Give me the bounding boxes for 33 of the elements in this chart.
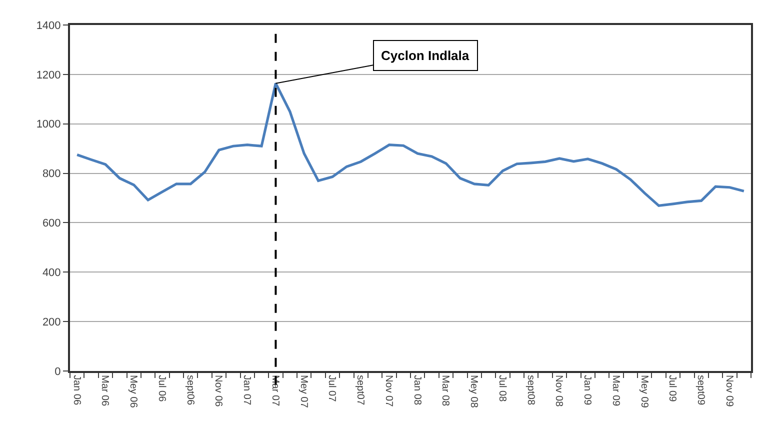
- x-tick-label: Jan 09: [582, 375, 593, 406]
- x-tick-label: Mey 09: [638, 375, 650, 408]
- y-tick-label: 0: [54, 366, 61, 378]
- x-tick-label: Jan 06: [70, 375, 82, 406]
- x-tick-label: Jul 09: [666, 375, 678, 402]
- y-tick-label: 200: [42, 316, 61, 328]
- x-tick-label: sept09: [695, 375, 706, 406]
- x-tick-label: Nov 07: [382, 375, 394, 408]
- x-tick-label: Mar 08: [440, 375, 451, 407]
- x-tick-label: Mar 06: [99, 375, 110, 407]
- x-tick-label: Mey 06: [128, 375, 139, 408]
- x-tick-label: Nov 08: [553, 375, 564, 408]
- y-tick-label: 400: [42, 266, 61, 279]
- x-tick-label: Jul 08: [496, 375, 508, 402]
- line-series: [76, 82, 746, 207]
- x-tick-label: Mar 09: [610, 375, 621, 407]
- x-tick-label: Jan 08: [411, 375, 422, 406]
- x-tick-label: Nov 09: [723, 375, 734, 408]
- annotation: Cyclon Indlala: [381, 48, 470, 63]
- x-tick-label: sept06: [184, 375, 196, 406]
- x-tick-label: Mey 07: [298, 375, 309, 408]
- x-tick-label: Mey 08: [468, 375, 480, 408]
- x-tick-label: Jul 06: [156, 375, 167, 402]
- x-tick-label: Jul 07: [326, 375, 338, 402]
- x-tick-label: sept08: [524, 375, 536, 406]
- x-tick-label: Nov 06: [212, 375, 224, 408]
- x-tick-label: Jan 07: [241, 375, 252, 406]
- y-tick-label: 1200: [36, 69, 61, 82]
- y-tick-label: 600: [42, 218, 61, 230]
- y-tick-label: 1000: [36, 118, 61, 131]
- y-tick-label: 1400: [36, 20, 61, 32]
- x-tick-label: sept07: [354, 375, 366, 406]
- y-tick-label: 800: [42, 168, 61, 180]
